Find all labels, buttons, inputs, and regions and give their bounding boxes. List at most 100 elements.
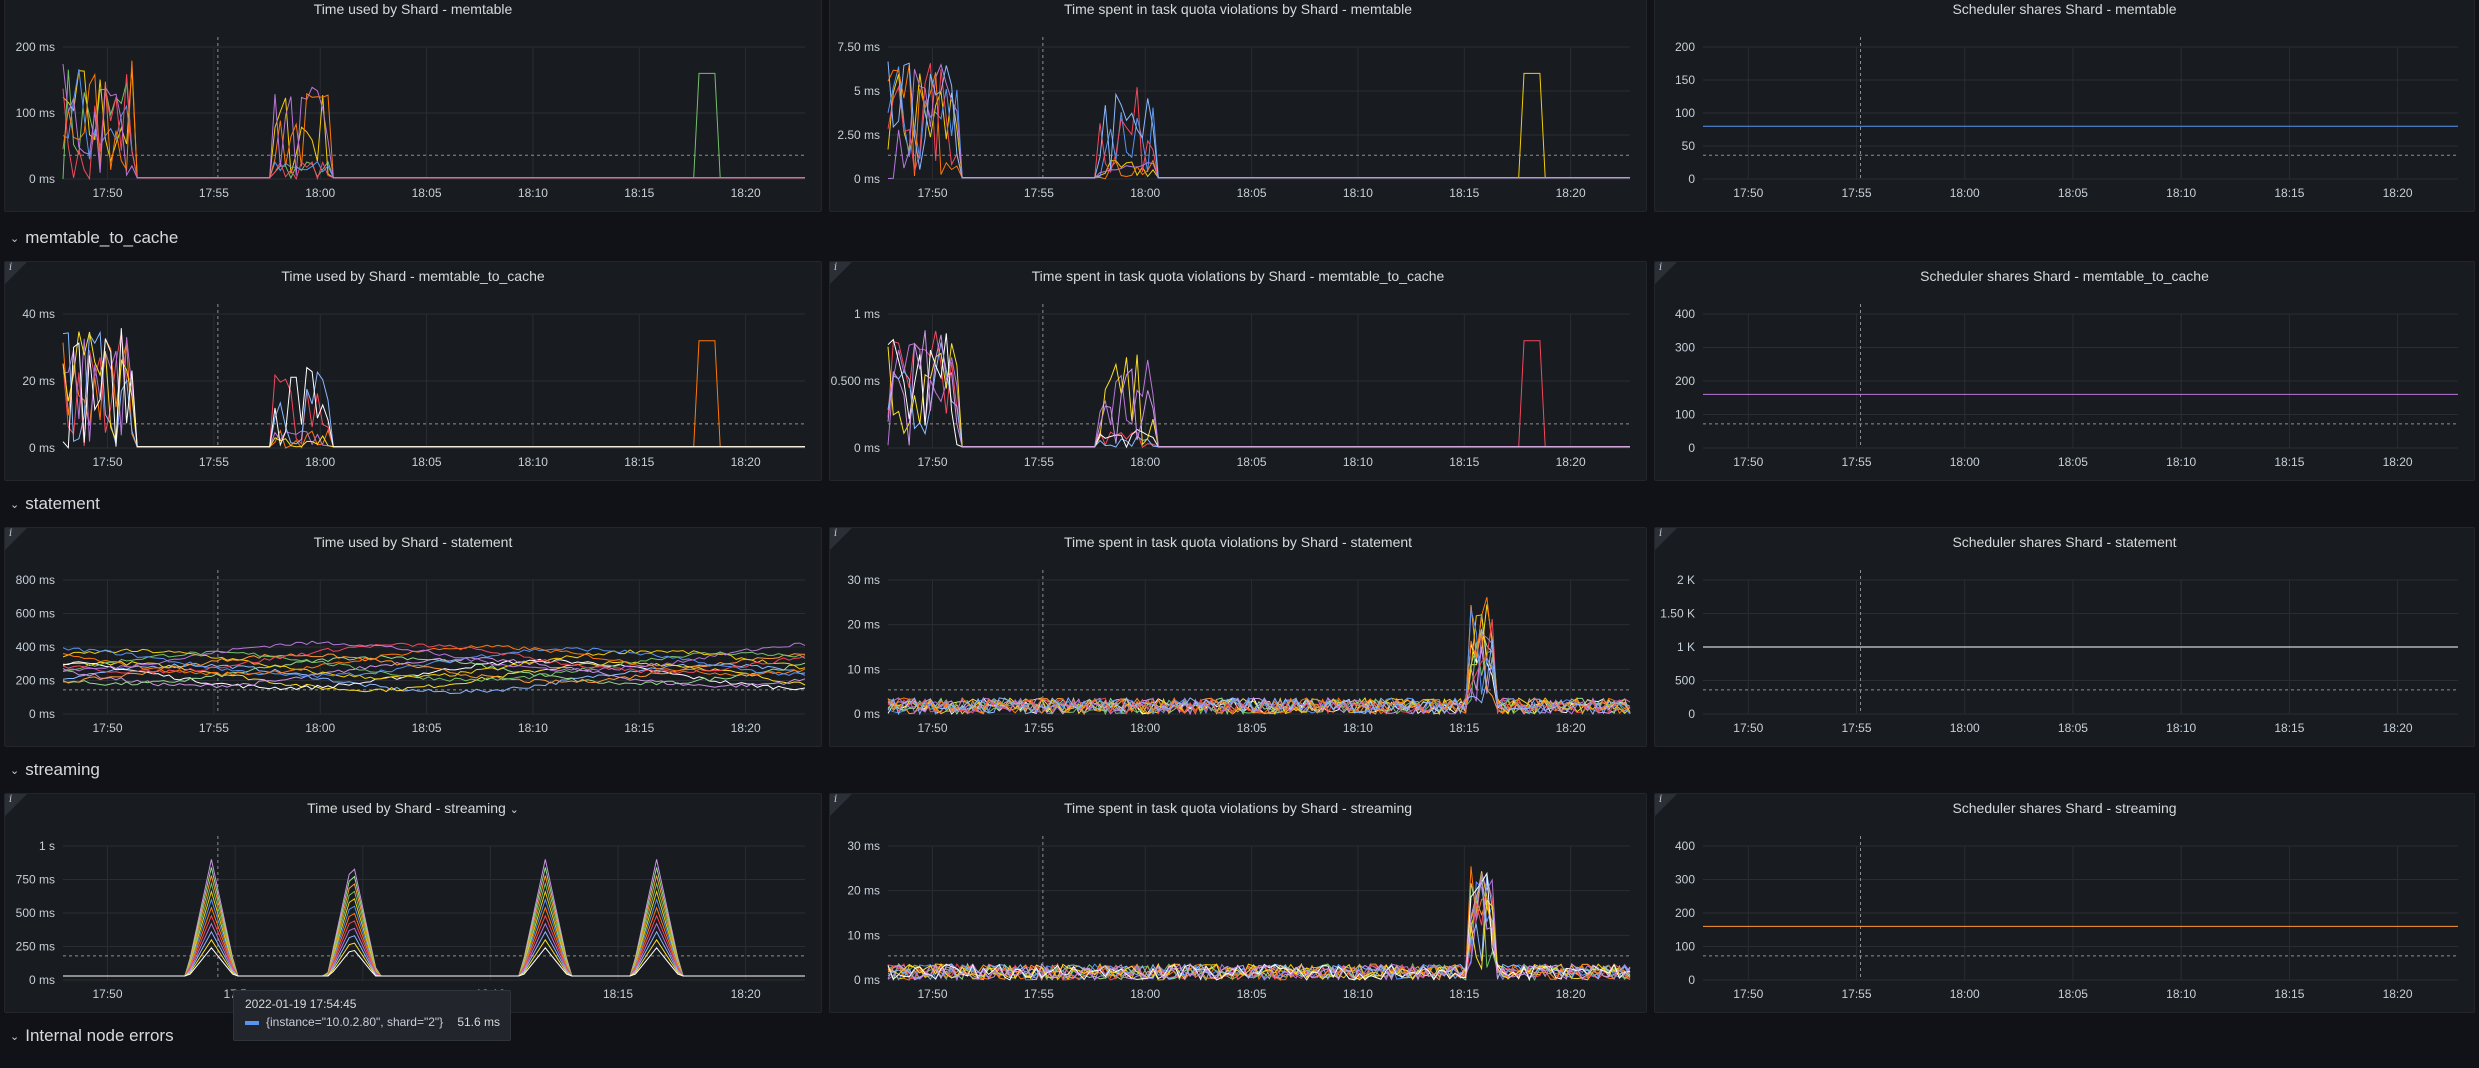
series-line[interactable] — [63, 914, 805, 977]
series-line[interactable] — [63, 867, 805, 977]
panel-memtable-to-cache-quota-violations[interactable]: 1 ms 0.500 ms 0 ms 17:50 17:55 18:00 18:05 18:1… — [829, 261, 1647, 481]
row-header-internal-node-errors[interactable]: ⌄ Internal node errors — [10, 1023, 174, 1049]
series-line[interactable] — [62, 63, 805, 179]
panel-streaming-quota-violations[interactable]: 30 ms 20 ms 10 ms 0 ms 17:50 17:55 18:00 18:05 1… — [829, 793, 1647, 1013]
panel-statement-scheduler-shares[interactable]: 2 K 1.50 K 1 K 500 0 17:50 17:55 18:00 18:05 18:1… — [1654, 527, 2475, 747]
info-icon[interactable]: i — [9, 794, 13, 805]
graph-area[interactable]: 200 ms 100 ms 0 ms 17:50 17:55 18:00 18:05 18:1… — [5, 0, 821, 211]
series-line[interactable] — [887, 330, 1630, 448]
panel-menu-chevron-icon[interactable]: ⌄ — [509, 804, 519, 816]
series-line[interactable] — [887, 65, 1630, 180]
series-line[interactable] — [63, 930, 805, 977]
series-line[interactable] — [62, 644, 806, 677]
series-line[interactable] — [62, 69, 805, 180]
series-line[interactable] — [887, 618, 1631, 715]
panel-statement-time-used[interactable]: 800 ms 600 ms 400 ms 200 ms 0 ms 17:50 17:55 18… — [4, 527, 822, 747]
series-line[interactable] — [62, 332, 805, 448]
series-line[interactable] — [887, 72, 1630, 179]
panel-title[interactable]: Time spent in task quota violations by S… — [1031, 268, 1445, 284]
info-icon[interactable]: i — [1659, 262, 1663, 273]
series-line[interactable] — [887, 639, 1631, 716]
info-corner[interactable] — [830, 528, 852, 550]
series-line[interactable] — [887, 597, 1631, 715]
series-line[interactable] — [62, 328, 805, 450]
info-corner[interactable] — [830, 794, 852, 816]
graph-area[interactable]: 40 ms 20 ms 0 ms 17:50 17:55 18:00 18:05 18:10 1… — [5, 262, 821, 480]
graph-area[interactable]: 2 K 1.50 K 1 K 500 0 17:50 17:55 18:00 18:05 18:1… — [1655, 528, 2474, 746]
series-line[interactable] — [887, 880, 1631, 982]
series-line[interactable] — [62, 650, 806, 682]
panel-title[interactable]: Scheduler shares Shard - statement — [1952, 534, 2177, 550]
series-line[interactable] — [887, 343, 1630, 448]
series-line[interactable] — [887, 343, 1630, 448]
panel-title[interactable]: Time used by Shard - memtable — [313, 1, 513, 17]
panel-title[interactable]: Time spent in task quota violations by S… — [1063, 534, 1413, 550]
info-corner[interactable] — [5, 528, 27, 550]
series-line[interactable] — [63, 859, 805, 977]
series-line[interactable] — [887, 866, 1631, 982]
panel-title[interactable]: Scheduler shares Shard - memtable_to_cac… — [1920, 268, 2209, 284]
panel-memtable-scheduler-shares[interactable]: 200 150 100 50 0 17:50 17:55 18:00 18:05 18:10 18:… — [1654, 0, 2475, 212]
graph-area[interactable]: 400 300 200 100 0 17:50 17:55 18:00 18:05 18:10 18… — [1655, 262, 2474, 480]
series-line[interactable] — [62, 337, 805, 449]
graph-area[interactable]: 7.50 ms 5 ms 2.50 ms 0 ms 17:50 17:55 18:00 18:… — [830, 0, 1646, 211]
series-line[interactable] — [63, 938, 805, 977]
panel-title[interactable]: Scheduler shares Shard - memtable — [1952, 1, 2177, 17]
info-corner[interactable] — [830, 262, 852, 284]
series-line[interactable] — [62, 655, 806, 686]
series-line[interactable] — [62, 67, 805, 179]
series-line[interactable] — [62, 658, 806, 691]
series-line[interactable] — [63, 889, 805, 977]
info-icon[interactable]: i — [834, 528, 838, 539]
info-icon[interactable]: i — [9, 528, 13, 539]
info-corner[interactable] — [5, 794, 27, 816]
graph-area[interactable]: 200 150 100 50 0 17:50 17:55 18:00 18:05 18:10 18:… — [1655, 0, 2474, 211]
series-line[interactable] — [887, 873, 1631, 981]
series-line[interactable] — [62, 640, 806, 673]
series-line[interactable] — [62, 74, 805, 181]
series-line[interactable] — [62, 330, 805, 448]
graph-area[interactable]: 30 ms 20 ms 10 ms 0 ms 17:50 17:55 18:00 18:05 1… — [830, 528, 1646, 746]
series-line[interactable] — [887, 871, 1631, 982]
panel-streaming-scheduler-shares[interactable]: 400 300 200 100 0 17:50 17:55 18:00 18:05 18:10 18… — [1654, 793, 2475, 1013]
panel-memtable-time-used[interactable]: 200 ms 100 ms 0 ms 17:50 17:55 18:00 18:05 18:1… — [4, 0, 822, 212]
info-corner[interactable] — [1655, 794, 1677, 816]
series-line[interactable] — [887, 66, 1630, 179]
info-icon[interactable]: i — [1659, 528, 1663, 539]
graph-area[interactable]: 800 ms 600 ms 400 ms 200 ms 0 ms 17:50 17:55 18… — [5, 528, 821, 746]
series-line[interactable] — [887, 63, 1630, 179]
info-icon[interactable]: i — [9, 262, 13, 273]
info-icon[interactable]: i — [1659, 794, 1663, 805]
series-line[interactable] — [62, 331, 805, 448]
series-line[interactable] — [887, 330, 1630, 448]
series-line[interactable] — [63, 906, 805, 977]
series-line[interactable] — [887, 342, 1630, 448]
panel-title[interactable]: Time used by Shard - streaming ⌄ — [5, 800, 821, 816]
panel-title[interactable]: Time spent in task quota violations by S… — [1063, 800, 1413, 816]
series-line[interactable] — [62, 663, 806, 695]
panel-memtable-quota-violations[interactable]: 7.50 ms 5 ms 2.50 ms 0 ms 17:50 17:55 18:00 18:… — [829, 0, 1647, 212]
series-line[interactable] — [62, 648, 806, 680]
series-line[interactable] — [887, 333, 1630, 449]
graph-area[interactable]: 400 300 200 100 0 17:50 17:55 18:00 18:05 18:10 18… — [1655, 794, 2474, 1012]
series-line[interactable] — [887, 61, 1630, 179]
graph-area[interactable]: 1 ms 0.500 ms 0 ms 17:50 17:55 18:00 18:05 18:1… — [830, 262, 1646, 480]
info-icon[interactable]: i — [834, 262, 838, 273]
graph-area[interactable]: 30 ms 20 ms 10 ms 0 ms 17:50 17:55 18:00 18:05 1… — [830, 794, 1646, 1012]
series-line[interactable] — [887, 871, 1631, 981]
panel-title-text[interactable]: Time used by Shard - streaming — [307, 800, 506, 816]
panel-title[interactable]: Time used by Shard - statement — [313, 534, 513, 550]
series-line[interactable] — [62, 337, 805, 448]
series-line[interactable] — [62, 69, 805, 179]
series-line[interactable] — [62, 60, 805, 179]
row-header-streaming[interactable]: ⌄ streaming — [10, 757, 100, 783]
series-line[interactable] — [63, 922, 805, 977]
panel-title[interactable]: Time used by Shard - memtable_to_cache — [281, 268, 545, 284]
info-corner[interactable] — [1655, 528, 1677, 550]
series-line[interactable] — [63, 881, 805, 977]
row-header-memtable-to-cache[interactable]: ⌄ memtable_to_cache — [10, 225, 178, 251]
series-line[interactable] — [62, 642, 806, 675]
series-line[interactable] — [887, 63, 1630, 179]
